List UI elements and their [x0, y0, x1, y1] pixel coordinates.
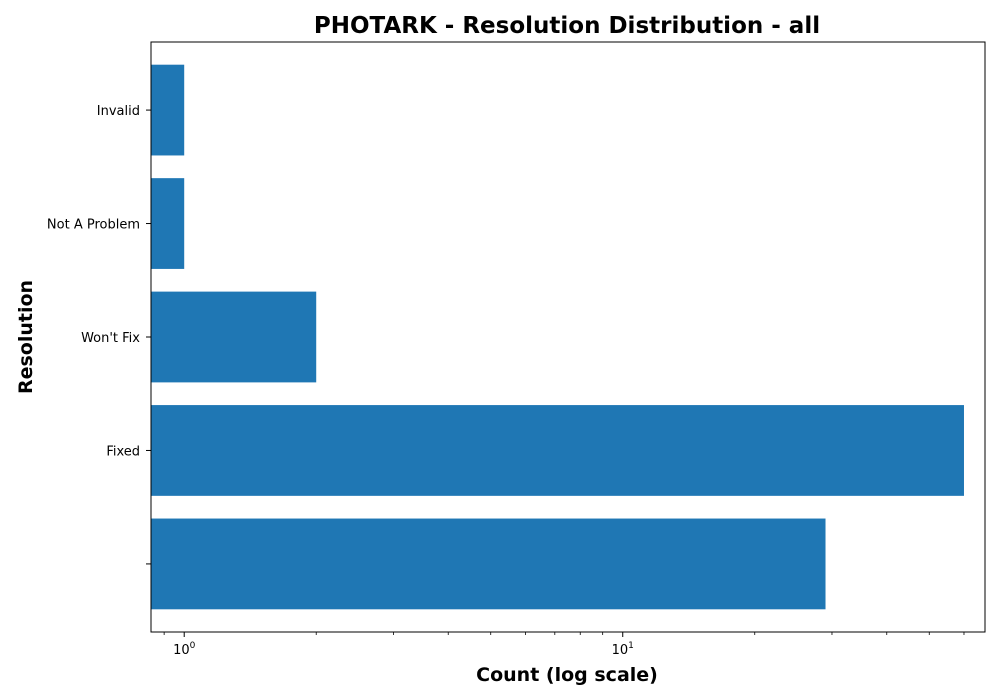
plot-frame — [150, 41, 986, 633]
y-tick-label-1: Fixed — [106, 444, 140, 459]
bar-3 — [151, 178, 185, 269]
y-tick-label-2: Won't Fix — [81, 331, 140, 346]
bars-layer — [151, 64, 964, 610]
x-axis: 100 101 — [163, 632, 965, 658]
y-axis: Fixed Won't Fix Not A Problem Invalid — [47, 104, 151, 565]
bar-4 — [151, 64, 185, 156]
x-tick-label-1: 101 — [612, 641, 634, 658]
bar-2 — [151, 291, 317, 383]
chart-title: PHOTARK - Resolution Distribution - all — [314, 13, 820, 39]
bar-0 — [151, 518, 826, 610]
y-tick-label-4: Invalid — [97, 104, 140, 119]
bar-1 — [151, 405, 964, 496]
x-tick-label-0: 100 — [173, 641, 196, 658]
x-axis-label: Count (log scale) — [476, 664, 658, 686]
y-axis-label: Resolution — [15, 280, 37, 394]
y-tick-label-3: Not A Problem — [47, 218, 140, 233]
